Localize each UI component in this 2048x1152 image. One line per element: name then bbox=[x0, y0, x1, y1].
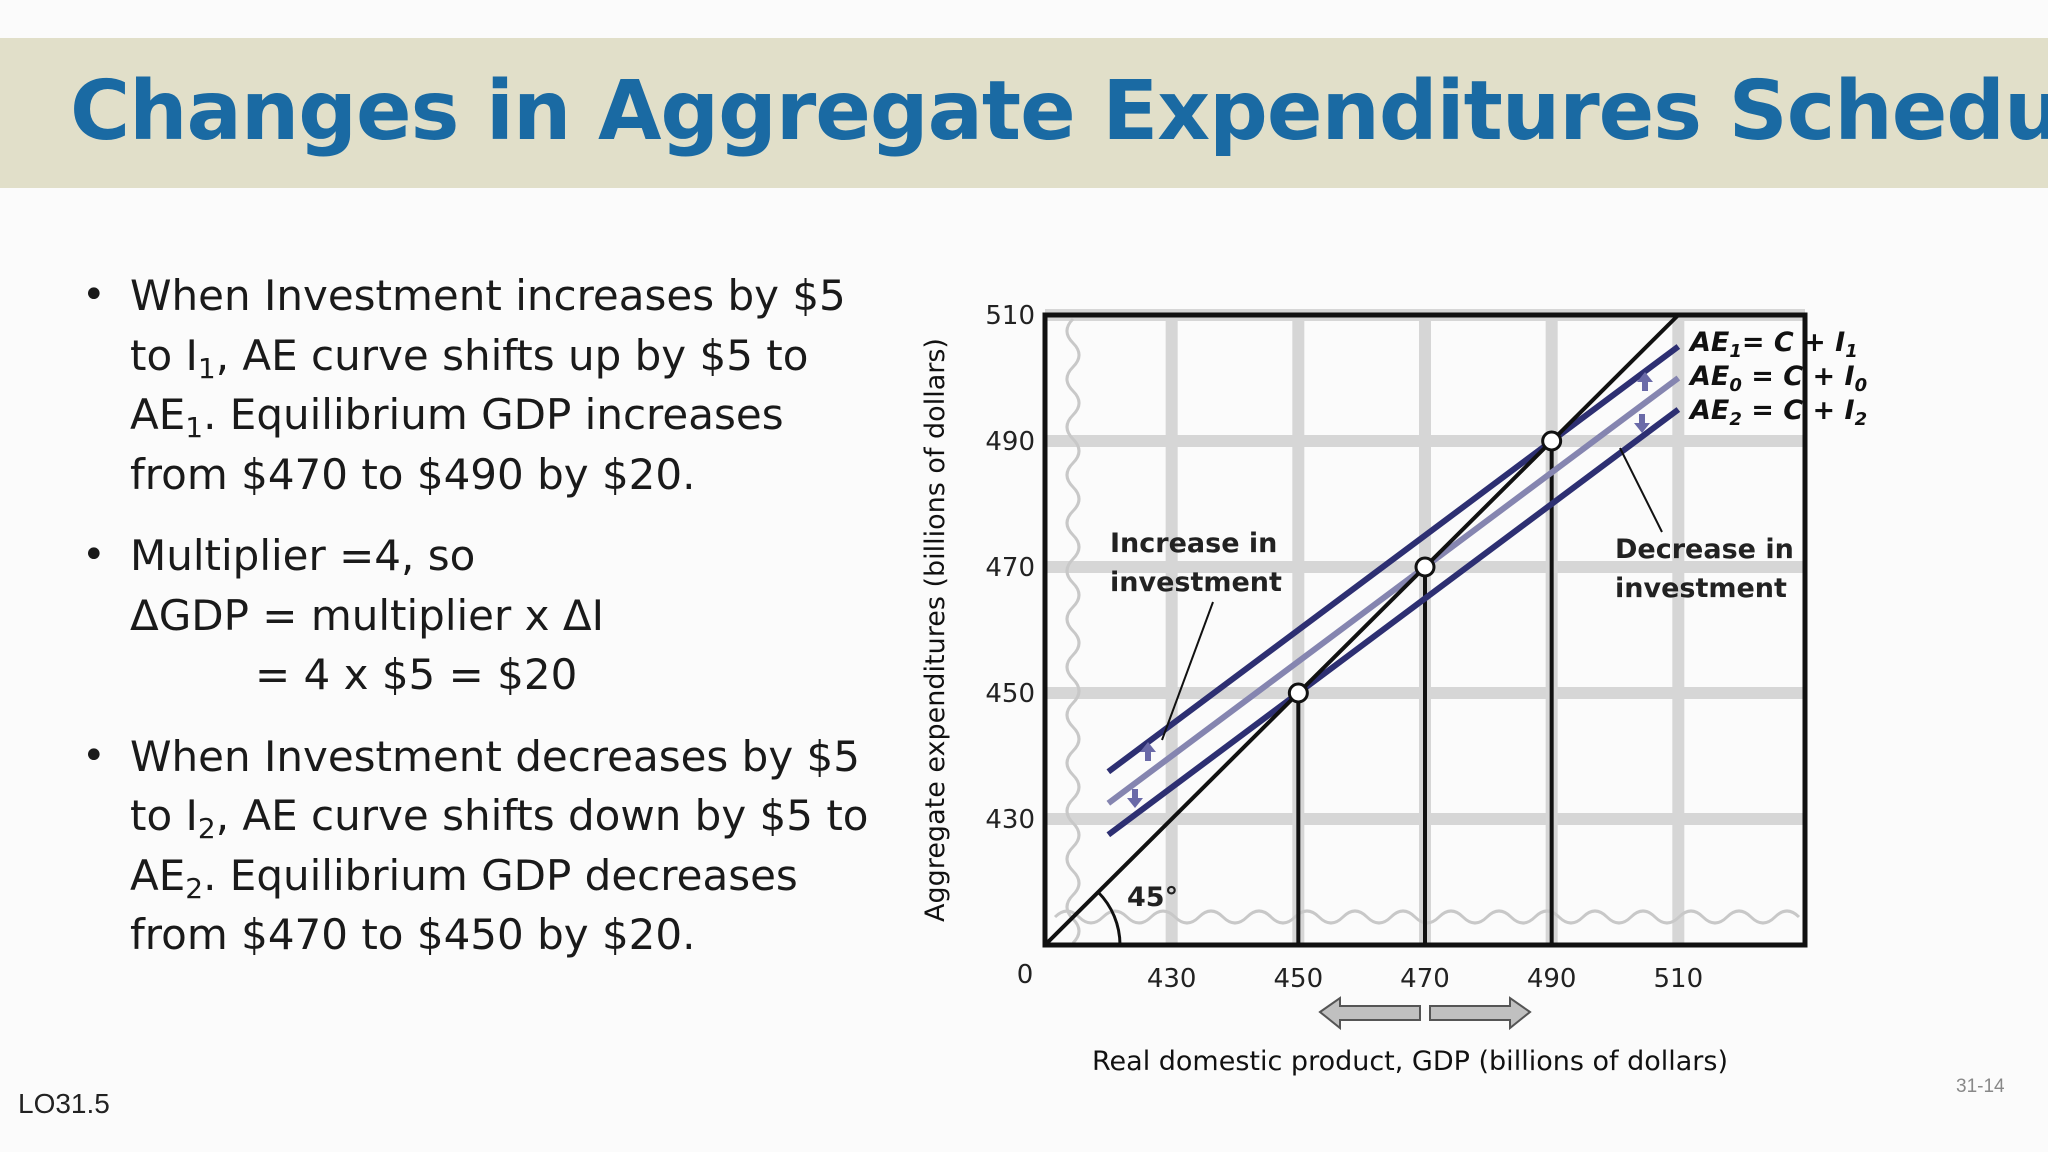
equilibrium-points bbox=[1287, 430, 1563, 704]
increase-leader-line bbox=[1161, 601, 1214, 741]
angle-arc bbox=[1096, 890, 1122, 946]
line-45-degree bbox=[1043, 313, 1680, 947]
bullet-line: from $470 to $450 by $20. bbox=[130, 910, 696, 959]
shift-up-arrow bbox=[1140, 742, 1156, 761]
legend-entry: AE2 = C + I2 bbox=[1688, 395, 1867, 430]
equilibrium-point bbox=[1541, 430, 1563, 452]
bullet-list: When Investment increases by $5 to I1, A… bbox=[82, 266, 882, 987]
bullet-line: ΔGDP = multiplier x ΔI bbox=[130, 590, 604, 640]
bullet-line: When Investment increases by $5 bbox=[130, 271, 846, 320]
shift-annotations: Increase in investment Decrease in investme… bbox=[1096, 372, 1794, 946]
bullet-line: Multiplier =4, so bbox=[130, 531, 476, 580]
series-lines bbox=[1043, 313, 1681, 947]
x-tick-label: 510 bbox=[1654, 964, 1704, 994]
gdp-decrease-arrow bbox=[1318, 996, 1421, 1031]
bullet-line: When Investment decreases by $5 bbox=[130, 731, 860, 781]
bullet-line: AE2. Equilibrium GDP decreases bbox=[130, 850, 798, 905]
axis-ticks: 430 450 470 490 510 430 450 470 490 510 0 bbox=[985, 301, 1704, 1031]
y-tick-label: 510 bbox=[985, 301, 1035, 331]
ae-line-3 bbox=[1106, 407, 1681, 838]
learning-objective-code: LO31.5 bbox=[18, 1088, 110, 1119]
page-number: 31-14 bbox=[1956, 1076, 2005, 1097]
equilibrium-drop-lines bbox=[1296, 441, 1554, 945]
bullet-line: to I2, AE curve shifts down by $5 to bbox=[130, 791, 869, 845]
y-tick-label: 430 bbox=[985, 805, 1035, 835]
slide-title: Changes in Aggregate Expenditures Schedu… bbox=[70, 64, 2048, 159]
y-tick-label: 490 bbox=[985, 427, 1035, 457]
bullet-item: When Investment increases by $5 to I1, A… bbox=[82, 266, 882, 504]
increase-label: investment bbox=[1110, 567, 1282, 598]
bullet-item: When Investment decreases by $5 to I2, A… bbox=[82, 727, 882, 965]
shift-down-arrow bbox=[1127, 789, 1143, 808]
shift-down-arrow bbox=[1634, 414, 1650, 433]
equilibrium-point bbox=[1414, 556, 1436, 578]
ae-line-1 bbox=[1106, 344, 1681, 775]
x-tick-label: 450 bbox=[1274, 964, 1324, 994]
ae-line-2 bbox=[1106, 375, 1681, 806]
equilibrium-point bbox=[1287, 682, 1309, 704]
bullet-line: AE1. Equilibrium GDP increases bbox=[130, 390, 784, 444]
bullet-line: = 4 x $5 = $20 bbox=[255, 650, 578, 699]
gdp-increase-arrow bbox=[1429, 996, 1532, 1031]
decrease-label: Decrease in bbox=[1615, 534, 1794, 565]
y-axis-label: Aggregate expenditures (billions of doll… bbox=[920, 338, 951, 922]
axis-labels: Real domestic product, GDP (billions of … bbox=[920, 338, 1728, 1077]
legend-entry: AE1= C + I1 bbox=[1688, 327, 1858, 362]
x-tick-label: 490 bbox=[1527, 964, 1577, 994]
ae-chart: Increase in investment Decrease in investme… bbox=[920, 301, 1867, 1077]
decrease-label: investment bbox=[1615, 573, 1787, 604]
x-tick-label: 470 bbox=[1400, 964, 1450, 994]
bullet-line: from $470 to $490 by $20. bbox=[130, 449, 696, 499]
shift-up-arrow bbox=[1637, 372, 1653, 391]
y-tick-label: 450 bbox=[985, 679, 1035, 709]
x-tick-label: 430 bbox=[1147, 964, 1197, 994]
origin-label: 0 bbox=[1017, 960, 1034, 990]
angle-label: 45° bbox=[1127, 882, 1178, 913]
decrease-leader-line bbox=[1619, 447, 1663, 533]
increase-label: Increase in bbox=[1110, 528, 1277, 559]
y-tick-label: 470 bbox=[985, 553, 1035, 583]
bullet-line: to I1, AE curve shifts up by $5 to bbox=[130, 330, 809, 385]
x-axis-label: Real domestic product, GDP (billions of … bbox=[1092, 1046, 1728, 1077]
title-band bbox=[0, 38, 2048, 188]
axis-break-vertical bbox=[1065, 317, 1081, 945]
legend-entry: AE0 = C + I0 bbox=[1688, 361, 1867, 396]
bullet-item: Multiplier =4, so ΔGDP = multiplier x ΔI… bbox=[82, 526, 882, 705]
